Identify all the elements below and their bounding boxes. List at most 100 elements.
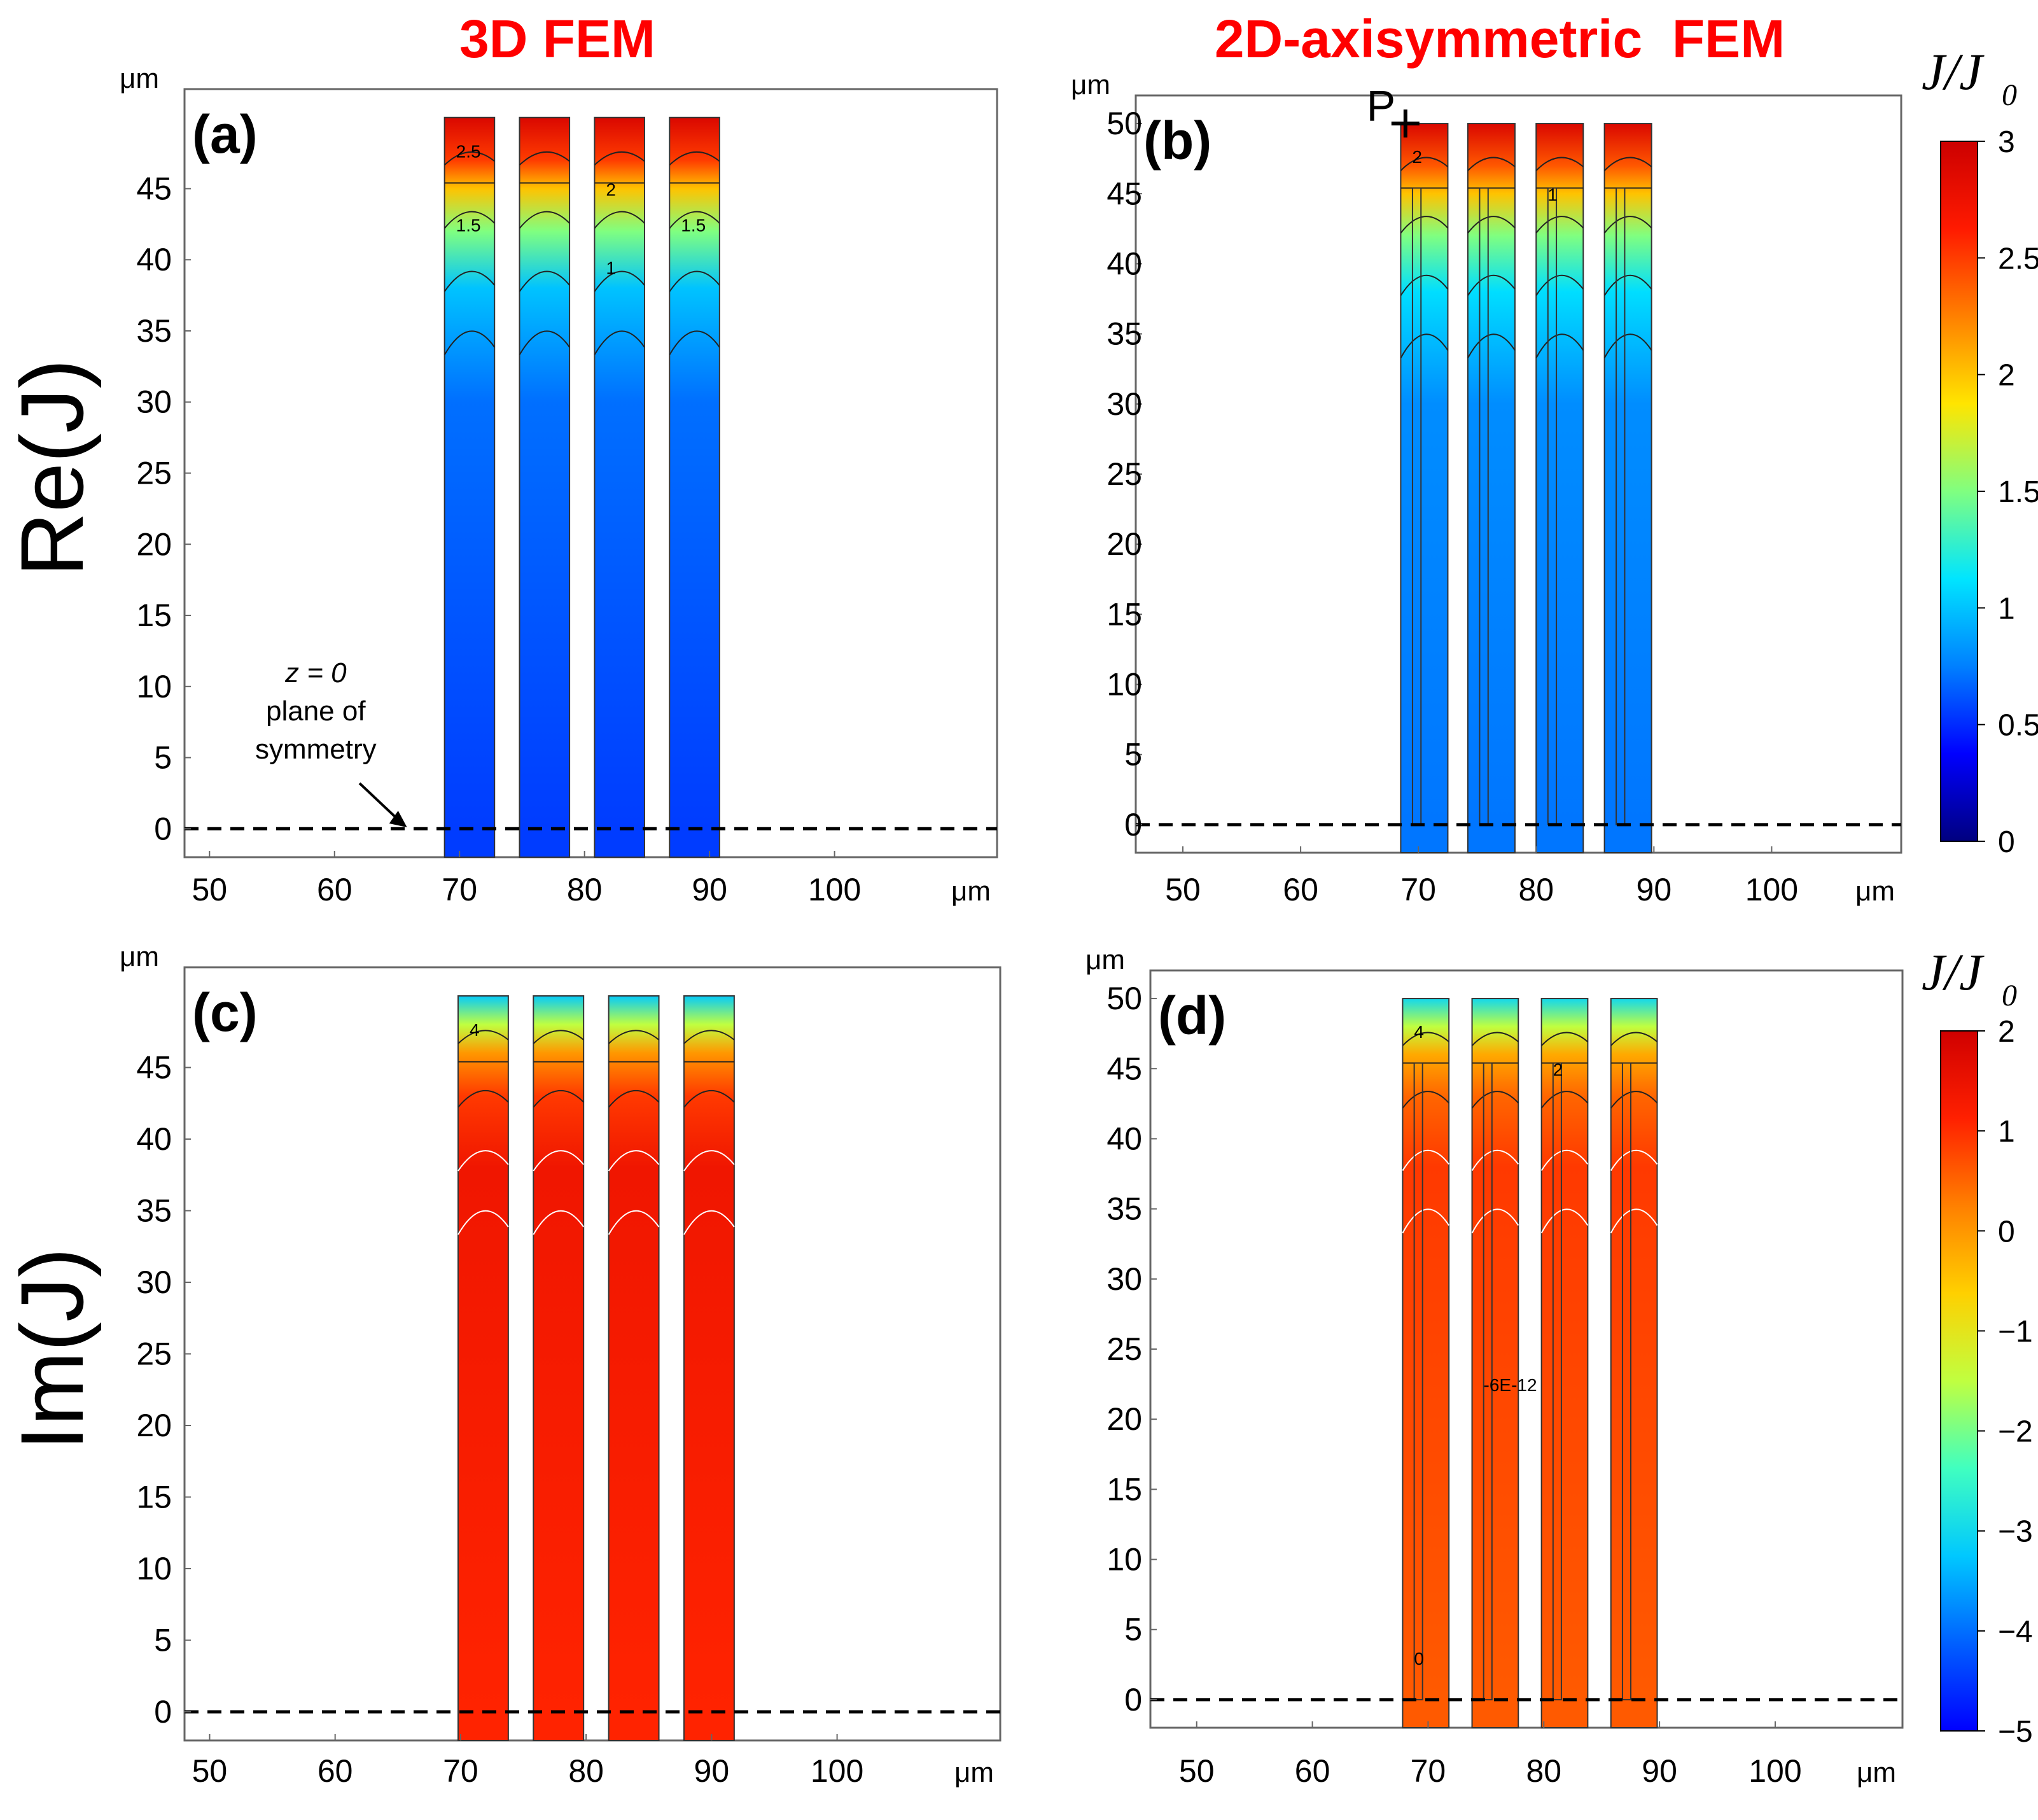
x-tick-label: 60 bbox=[1295, 1753, 1330, 1789]
contour-line bbox=[1603, 157, 1652, 171]
contour-line bbox=[608, 1089, 660, 1108]
contour-line bbox=[533, 1210, 585, 1235]
y-tick-label: 35 bbox=[1106, 1191, 1142, 1227]
colorbar-tick-label: 2 bbox=[1998, 359, 2015, 393]
contour-line bbox=[1610, 1091, 1658, 1109]
contour-line bbox=[1400, 274, 1449, 296]
y-tick-label: 5 bbox=[154, 740, 172, 776]
panel-label: (a) bbox=[192, 104, 258, 164]
y-tick-label: 35 bbox=[136, 313, 172, 349]
x-axis-unit: μm bbox=[1857, 1757, 1896, 1788]
x-tick-label: 100 bbox=[1745, 872, 1798, 907]
contour-line bbox=[669, 330, 720, 356]
colorbar-tick-label: 2 bbox=[1998, 1015, 2015, 1049]
contour-line bbox=[519, 211, 570, 229]
contour-line bbox=[1467, 333, 1516, 359]
contour-line bbox=[1603, 333, 1652, 359]
annotation-line1: z = 0 bbox=[284, 657, 347, 689]
contour-line bbox=[683, 1150, 735, 1172]
y-tick-label: 30 bbox=[1106, 1261, 1142, 1297]
contour-line bbox=[443, 211, 495, 229]
y-tick-label: 35 bbox=[1106, 316, 1142, 352]
colorbar-re-title: J/J bbox=[1922, 43, 1985, 101]
conductor-fill bbox=[608, 995, 660, 1741]
x-tick-label: 50 bbox=[192, 1753, 228, 1789]
conductor-fill bbox=[443, 116, 496, 858]
y-tick-label: 40 bbox=[1106, 1121, 1142, 1156]
conductor-4 bbox=[683, 995, 735, 1741]
y-tick-label: 40 bbox=[1106, 246, 1142, 281]
contour-line bbox=[608, 1210, 660, 1235]
plot-frame bbox=[183, 88, 998, 858]
y-tick-label: 0 bbox=[1124, 1682, 1142, 1718]
colorbar-tick-label: 1.5 bbox=[1998, 475, 2038, 509]
y-tick-label: 10 bbox=[1106, 667, 1142, 703]
x-axis-unit: μm bbox=[951, 876, 991, 907]
x-tick-label: 50 bbox=[192, 872, 227, 907]
x-tick-label: 60 bbox=[318, 1753, 353, 1789]
contour-line bbox=[443, 151, 495, 166]
colorbar-re-title-sub: 0 bbox=[2002, 78, 2017, 112]
contour-line bbox=[457, 1030, 509, 1044]
x-tick-label: 70 bbox=[442, 872, 477, 907]
panel-label: (b) bbox=[1143, 111, 1211, 171]
y-tick-label: 50 bbox=[1106, 106, 1142, 141]
colorbar-tick-label: −4 bbox=[1998, 1615, 2033, 1649]
colorbar-tick-label: −5 bbox=[1998, 1715, 2033, 1749]
y-tick-label: 45 bbox=[136, 1050, 172, 1086]
y-tick-label: 0 bbox=[154, 1694, 172, 1730]
conductor-fill bbox=[1540, 998, 1589, 1728]
contour-line bbox=[683, 1210, 735, 1235]
contour-line bbox=[683, 1089, 735, 1108]
conductor-1 bbox=[1400, 123, 1449, 853]
conductor-fill bbox=[1400, 123, 1449, 853]
conductor-3 bbox=[1535, 123, 1584, 853]
y-axis-unit: μm bbox=[1071, 69, 1110, 101]
conductor-4 bbox=[1603, 123, 1652, 853]
annotation-arrowhead bbox=[389, 811, 407, 828]
conductor-fill bbox=[594, 116, 645, 858]
y-tick-label: 40 bbox=[136, 1121, 172, 1157]
contour-line bbox=[443, 330, 496, 356]
y-tick-label: 20 bbox=[1106, 1401, 1142, 1437]
y-tick-label: 25 bbox=[136, 456, 172, 491]
colorbar-im-title-sub: 0 bbox=[2002, 979, 2017, 1012]
contour-line bbox=[1603, 274, 1652, 296]
y-tick-label: 0 bbox=[1124, 807, 1142, 843]
colorbar-tick-label: 1 bbox=[1998, 592, 2015, 626]
contour-line bbox=[1535, 274, 1584, 296]
conductor-1 bbox=[1402, 998, 1450, 1728]
colorbar-tick-label: −2 bbox=[1998, 1415, 2033, 1449]
y-tick-label: 45 bbox=[1106, 176, 1142, 211]
y-axis-unit: μm bbox=[1085, 944, 1125, 976]
y-tick-label: 50 bbox=[1106, 981, 1142, 1016]
y-axis-unit: μm bbox=[120, 63, 159, 94]
conductor-core bbox=[1483, 1062, 1493, 1700]
conductor-fill bbox=[1603, 123, 1652, 853]
conductor-2 bbox=[533, 995, 585, 1741]
contour-line bbox=[1535, 333, 1584, 359]
contour-line bbox=[669, 211, 720, 229]
y-tick-label: 30 bbox=[136, 384, 172, 420]
contour-line bbox=[457, 1150, 509, 1172]
contour-line bbox=[519, 270, 570, 292]
y-tick-label: 15 bbox=[1106, 1471, 1142, 1507]
contour-line bbox=[1400, 216, 1449, 234]
plot-frame bbox=[183, 966, 1002, 1742]
conductor-fill bbox=[519, 116, 571, 858]
contour-line bbox=[457, 1210, 509, 1235]
x-tick-label: 50 bbox=[1165, 872, 1201, 907]
contour-line bbox=[1535, 157, 1584, 171]
contour-line bbox=[669, 151, 720, 166]
x-tick-label: 90 bbox=[1637, 872, 1672, 907]
y-tick-label: 20 bbox=[136, 1408, 172, 1443]
colorbar-re-gradient bbox=[1940, 141, 1978, 842]
contour-line bbox=[1610, 1032, 1658, 1046]
conductor-fill bbox=[669, 116, 720, 858]
contour-label: 4 bbox=[470, 1020, 480, 1040]
y-tick-label: 10 bbox=[1106, 1542, 1142, 1578]
x-tick-label: 50 bbox=[1179, 1753, 1215, 1789]
x-tick-label: 100 bbox=[811, 1753, 863, 1789]
